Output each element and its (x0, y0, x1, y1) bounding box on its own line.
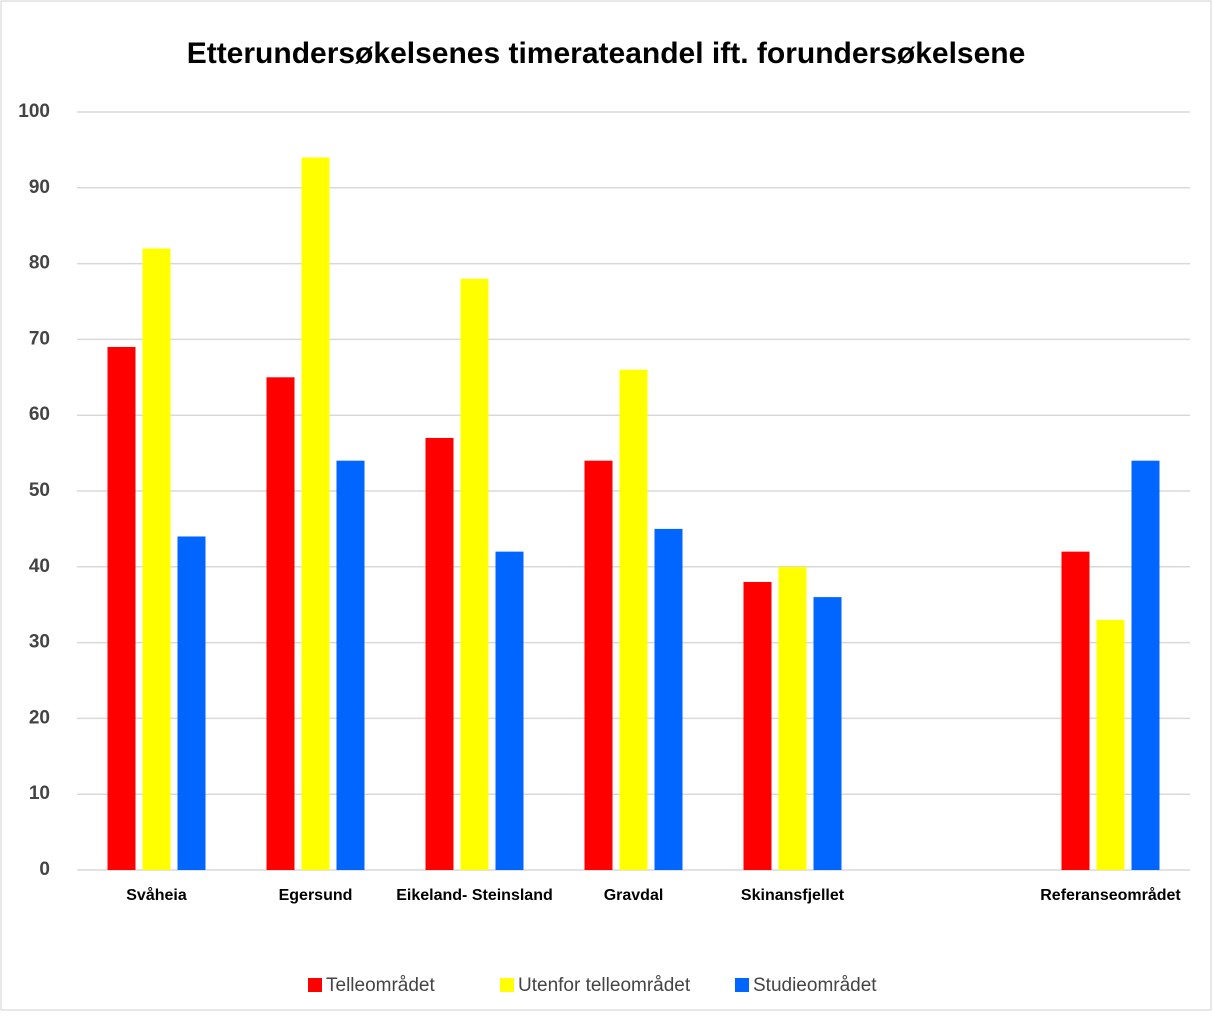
bar (495, 551, 524, 870)
bar (177, 536, 206, 870)
bar (1061, 551, 1090, 870)
bar (266, 377, 295, 870)
x-tick-label: Eikeland- Steinsland (396, 887, 552, 904)
x-tick-label: Egersund (279, 887, 353, 904)
y-tick-label: 90 (29, 177, 50, 198)
bar (425, 437, 454, 870)
bar (1131, 460, 1160, 870)
legend-label: Studieområdet (753, 975, 877, 996)
bar (107, 346, 136, 871)
x-tick-label: Gravdal (604, 887, 664, 904)
legend-swatch (308, 978, 322, 992)
chart-title: Etterundersøkelsenes timerateandel ift. … (187, 37, 1026, 70)
y-tick-label: 30 (29, 632, 50, 653)
legend-label: Utenfor telleområdet (518, 975, 691, 996)
bar (813, 597, 842, 870)
y-tick-label: 0 (39, 859, 50, 880)
y-tick-label: 80 (29, 253, 50, 274)
legend-label: Telleområdet (326, 975, 435, 996)
bar (654, 528, 683, 870)
x-tick-label: Svåheia (126, 886, 187, 904)
x-tick-label: Skinansfjellet (741, 887, 845, 904)
bar (336, 460, 365, 870)
bar (743, 581, 772, 870)
y-tick-label: 10 (29, 783, 50, 804)
y-tick-label: 70 (29, 328, 50, 349)
x-tick-label: Referanseområdet (1040, 886, 1181, 904)
bar (619, 369, 648, 870)
legend-swatch (735, 978, 749, 992)
y-tick-label: 60 (29, 404, 50, 425)
y-tick-label: 20 (29, 707, 50, 728)
bar (301, 157, 330, 871)
y-tick-label: 50 (29, 480, 50, 501)
bar (460, 278, 489, 870)
bar (778, 566, 807, 870)
y-tick-label: 100 (18, 101, 50, 122)
bar (1096, 619, 1125, 870)
bar (584, 460, 613, 870)
legend-swatch (500, 978, 514, 992)
bar (142, 248, 171, 870)
y-tick-label: 40 (29, 556, 50, 577)
